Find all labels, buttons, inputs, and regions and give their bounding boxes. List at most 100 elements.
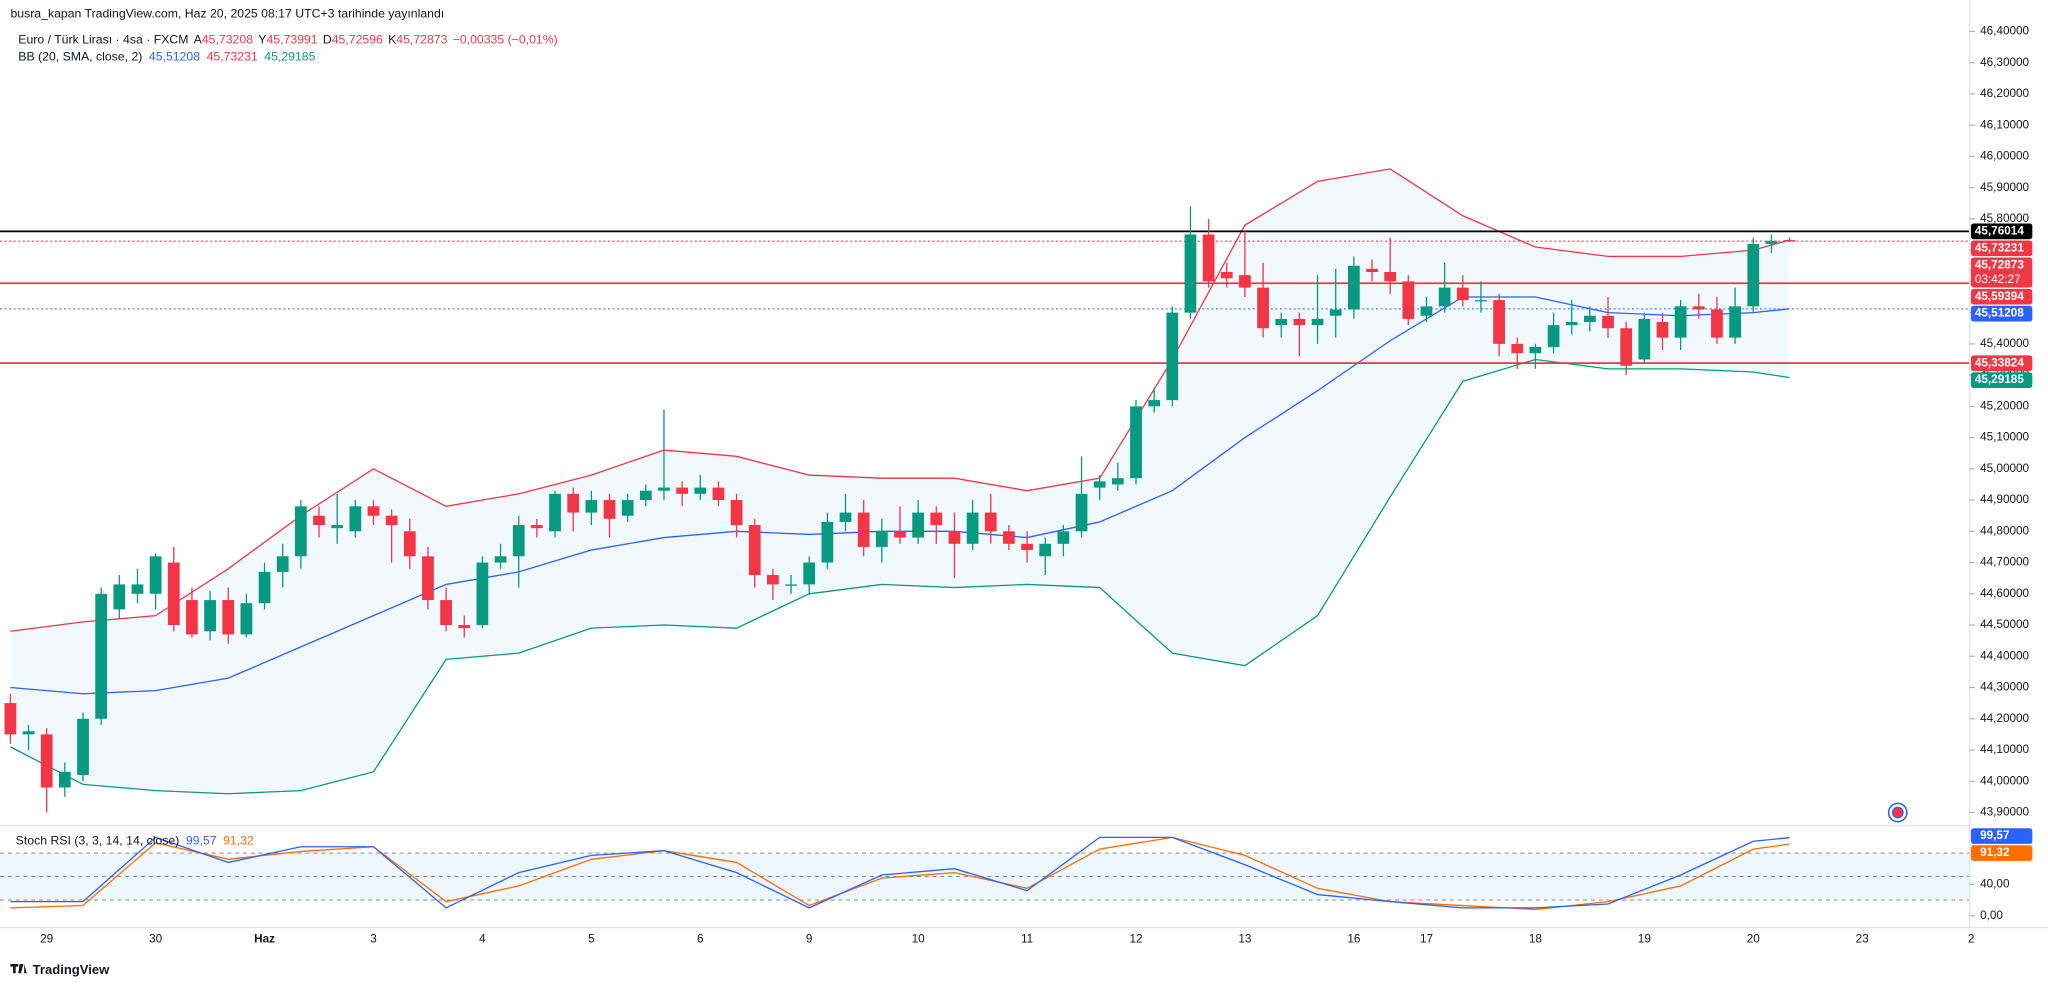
candle-body: [512, 525, 525, 557]
stoch-legend: Stoch RSI (3, 3, 14, 14, close) 99,57 91,3…: [16, 834, 254, 848]
candle-body: [1402, 281, 1415, 319]
legend: busra_kapan TradingView.com, Haz 20, 202…: [10, 7, 557, 848]
candle-body: [294, 506, 307, 557]
price-badge: [1970, 223, 2033, 240]
candle-body: [313, 515, 325, 526]
candle-body: [821, 521, 834, 563]
candle-body: [767, 575, 779, 585]
stoch-name: Stoch RSI (3, 3, 14, 14, close): [16, 834, 180, 848]
candle-body: [549, 493, 561, 532]
plot-area: [0, 168, 1970, 911]
x-tick-label: 12: [1129, 932, 1142, 945]
y-tick-label: 45,00000: [1980, 462, 2029, 475]
candle-body: [149, 556, 162, 594]
candle-body: [349, 506, 362, 532]
ohlc-value: 45,73208: [202, 33, 253, 47]
candle-body: [40, 734, 53, 788]
candle-body: [1493, 300, 1505, 344]
candle-body: [966, 512, 979, 544]
candle-body: [1329, 309, 1342, 316]
y-tick-label: 46,20000: [1980, 87, 2029, 100]
y-tick-label: 44,30000: [1980, 681, 2029, 694]
candle-body: [494, 556, 507, 563]
ohlc-value: 45,72873: [396, 33, 447, 47]
band-fill: [10, 168, 1790, 794]
y-tick-label: 46,10000: [1980, 118, 2029, 131]
ohlc-value: 45,73991: [266, 33, 317, 47]
x-tick-label: 10: [912, 932, 926, 945]
candle-body: [1347, 265, 1360, 310]
candle-body: [1275, 318, 1288, 326]
brand-logo: [10, 964, 27, 974]
candle-body: [1656, 321, 1669, 338]
goto-button-dot: [1891, 806, 1904, 819]
candle-body: [894, 531, 906, 538]
price-badge: [1970, 257, 2033, 288]
candle-body: [639, 490, 652, 501]
candle-body: [1783, 240, 1796, 242]
stoch-badge-label: 91,32: [1980, 846, 2010, 859]
candle-body: [1021, 543, 1033, 551]
x-tick-label: 30: [149, 932, 163, 945]
candle-body: [1202, 234, 1215, 282]
x-tick-label: 2: [1968, 932, 1975, 945]
x-tick-label: 17: [1420, 932, 1433, 945]
y-tick-label: 45,80000: [1980, 212, 2029, 225]
candle-body: [712, 487, 725, 501]
candle-body: [857, 512, 870, 547]
y-tick-label: 44,90000: [1980, 493, 2029, 506]
x-tick-label: 6: [697, 932, 704, 945]
candle-body: [1220, 272, 1233, 279]
candle-body: [1057, 531, 1070, 544]
stoch-line: [10, 836, 1790, 911]
candle-body: [1511, 343, 1524, 354]
ohlc-key: K: [388, 33, 397, 47]
candle-body: [694, 487, 707, 494]
candle-body: [1584, 315, 1596, 322]
price-badge-label: 45,76014: [1975, 224, 2024, 237]
bb-name: BB (20, SMA, close, 2): [18, 50, 142, 64]
candle-body: [1003, 531, 1015, 544]
candle-body: [385, 515, 398, 526]
y-tick-label: 44,00000: [1980, 774, 2029, 787]
symbol-legend: Euro / Türk Lirası · 4sa · FXCM A45,73208…: [18, 33, 557, 47]
price-badge: [1970, 355, 2033, 371]
y-tick-label: 43,90000: [1980, 806, 2029, 819]
x-tick-label: 13: [1238, 932, 1252, 945]
candle-body: [1729, 306, 1741, 338]
bb-value: 45,51208: [149, 50, 200, 64]
candle-body: [1638, 318, 1651, 360]
price-badge: [1970, 372, 2033, 388]
candle-body: [204, 600, 216, 632]
candle-body: [1130, 406, 1142, 479]
candle-body: [1148, 400, 1161, 407]
stoch-y-tick-label: 0,00: [1980, 909, 2003, 922]
candle-body: [948, 531, 961, 544]
x-tick-label: 19: [1638, 932, 1651, 945]
brand-name: TradingView: [33, 962, 110, 977]
candle-body: [1166, 312, 1179, 401]
bb-upper-line: [10, 168, 1790, 632]
candle-body: [167, 562, 180, 626]
candle-body: [186, 600, 198, 635]
x-tick-label: 11: [1021, 932, 1033, 945]
x-tick-label: 23: [1856, 932, 1870, 945]
change: −0,00335 (−0,01%): [453, 33, 558, 47]
price-badge-label: 45,29185: [1975, 373, 2024, 386]
candle-body: [803, 562, 816, 585]
x-tick-label: 9: [806, 932, 813, 945]
candle-body: [603, 500, 616, 519]
candle-body: [1565, 321, 1578, 326]
candle-body: [1602, 315, 1614, 329]
stoch-line: [10, 836, 1790, 909]
y-tick-label: 44,80000: [1980, 524, 2029, 537]
candle-body: [567, 493, 580, 513]
stoch-badge: [1970, 845, 2033, 861]
candle-body: [930, 512, 943, 526]
stoch-badge-label: 99,57: [1980, 829, 2010, 842]
x-tick-label: 5: [588, 932, 595, 945]
y-tick-label: 45,20000: [1980, 399, 2029, 412]
stoch-band-fill: [0, 853, 1970, 901]
